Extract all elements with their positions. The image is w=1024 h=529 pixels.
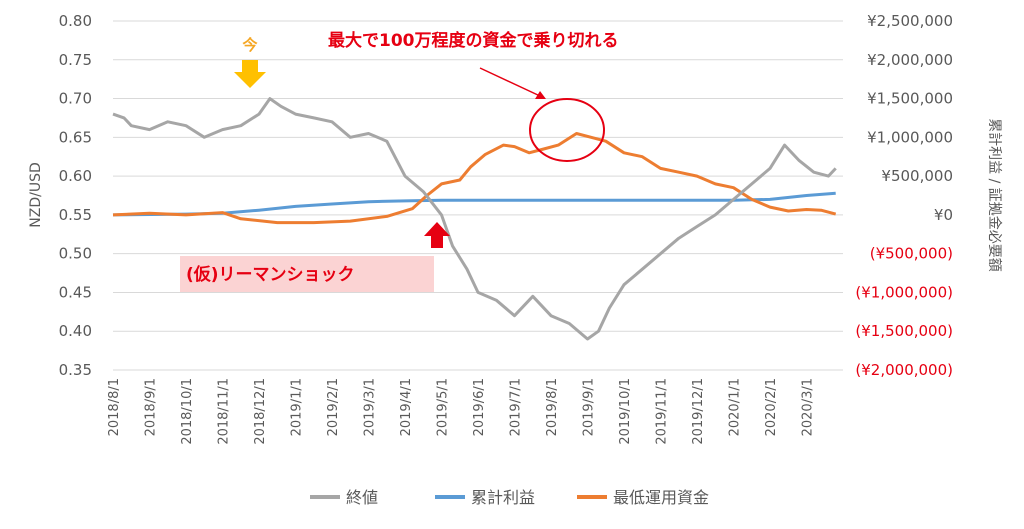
top-annotation: 最大で100万程度の資金で乗り切れる bbox=[328, 30, 619, 51]
lehman-label-background bbox=[180, 256, 434, 292]
left-tick-label: 0.80 bbox=[59, 12, 92, 30]
x-tick-label: 2018/12/1 bbox=[253, 378, 268, 445]
series-line-2 bbox=[112, 132, 837, 225]
up-arrow-icon bbox=[424, 222, 450, 248]
right-tick-label: ¥1,000,000 bbox=[867, 128, 953, 146]
right-tick-label: ¥500,000 bbox=[881, 167, 953, 185]
down-arrow-icon bbox=[234, 60, 266, 88]
x-tick-label: 2020/2/1 bbox=[764, 378, 779, 436]
right-axis-title: 累計利益 / 証拠金必要額 bbox=[986, 118, 1002, 272]
legend-label: 最低運用資金 bbox=[613, 488, 709, 507]
right-tick-label: ¥2,000,000 bbox=[867, 51, 953, 69]
legend-label: 累計利益 bbox=[471, 488, 535, 507]
right-tick-label: (¥1,500,000) bbox=[855, 322, 953, 340]
right-tick-label: ¥2,500,000 bbox=[867, 12, 953, 30]
x-tick-label: 2019/8/1 bbox=[545, 378, 560, 436]
left-tick-label: 0.65 bbox=[59, 128, 92, 146]
x-tick-label: 2019/9/1 bbox=[582, 378, 597, 436]
x-tick-label: 2019/7/1 bbox=[509, 378, 524, 436]
x-tick-label: 2019/1/1 bbox=[290, 378, 305, 436]
left-tick-label: 0.70 bbox=[59, 90, 92, 108]
x-tick-label: 2018/9/1 bbox=[144, 378, 159, 436]
ima-label: 今 bbox=[241, 36, 257, 54]
annotation-pointer-arrowhead bbox=[535, 91, 546, 99]
right-tick-label: (¥500,000) bbox=[870, 245, 953, 263]
x-tick-label: 2018/11/1 bbox=[217, 378, 232, 445]
x-tick-label: 2019/3/1 bbox=[363, 378, 378, 436]
left-axis-ticks: 0.80 0.75 0.70 0.65 0.60 0.55 0.50 0.45 0.40 0.35 bbox=[59, 12, 92, 379]
left-axis-title: NZD/USD bbox=[28, 162, 44, 227]
left-tick-label: 0.75 bbox=[59, 51, 92, 69]
series-line-0 bbox=[112, 97, 837, 341]
left-tick-label: 0.60 bbox=[59, 167, 92, 185]
x-axis-ticks: 2018/8/1 2018/9/1 2018/10/1 2018/11/1 2018/1… bbox=[107, 378, 816, 445]
left-tick-label: 0.55 bbox=[59, 206, 92, 224]
annotation-pointer-line bbox=[479, 67, 541, 97]
left-tick-label: 0.50 bbox=[59, 245, 92, 263]
x-tick-label: 2018/8/1 bbox=[107, 378, 122, 436]
lehman-label: (仮)リーマンショック bbox=[186, 264, 355, 285]
series-lines bbox=[112, 97, 837, 341]
x-tick-label: 2020/3/1 bbox=[801, 378, 816, 436]
x-tick-label: 2019/2/1 bbox=[326, 378, 341, 436]
series-line-1 bbox=[112, 191, 836, 217]
x-tick-label: 2019/6/1 bbox=[472, 378, 487, 436]
x-tick-label: 2019/5/1 bbox=[436, 378, 451, 436]
x-tick-label: 2019/10/1 bbox=[618, 378, 633, 445]
legend: 終値 累計利益 最低運用資金 bbox=[310, 488, 709, 507]
legend-label: 終値 bbox=[346, 488, 378, 507]
right-tick-label: (¥2,000,000) bbox=[855, 361, 953, 379]
gridlines bbox=[113, 20, 843, 371]
highlight-circle bbox=[529, 98, 605, 162]
left-tick-label: 0.45 bbox=[59, 283, 92, 301]
x-tick-label: 2019/4/1 bbox=[399, 378, 414, 436]
right-tick-label: (¥1,000,000) bbox=[855, 283, 953, 301]
right-tick-label: ¥1,500,000 bbox=[867, 90, 953, 108]
x-tick-label: 2019/11/1 bbox=[655, 378, 670, 445]
left-tick-label: 0.40 bbox=[59, 322, 92, 340]
x-tick-label: 2018/10/1 bbox=[180, 378, 195, 445]
right-axis-ticks: ¥2,500,000 ¥2,000,000 ¥1,500,000 ¥1,000,000… bbox=[855, 12, 953, 379]
right-tick-label: ¥0 bbox=[934, 206, 953, 224]
x-tick-label: 2020/1/1 bbox=[728, 378, 743, 436]
x-tick-label: 2019/12/1 bbox=[691, 378, 706, 445]
left-tick-label: 0.35 bbox=[59, 361, 92, 379]
